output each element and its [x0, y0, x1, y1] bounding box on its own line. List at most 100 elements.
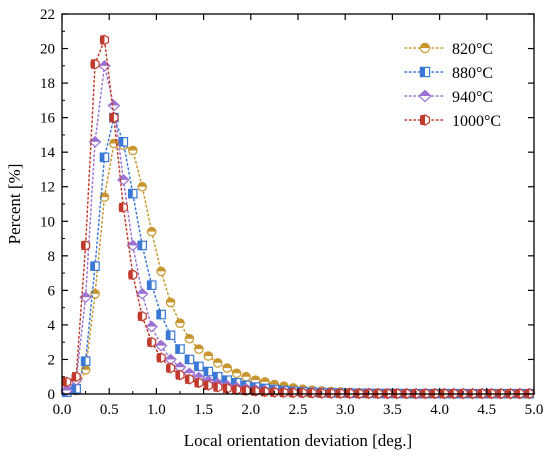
x-tick-label: 4.0 — [430, 402, 449, 418]
data-point — [288, 387, 298, 399]
x-tick-label: 5.0 — [525, 402, 544, 418]
data-point — [137, 240, 148, 251]
data-point — [156, 352, 166, 364]
legend-marker — [420, 114, 430, 126]
data-point — [107, 99, 121, 112]
x-tick-label: 0.5 — [100, 402, 119, 418]
series-2 — [60, 59, 536, 400]
data-point — [184, 333, 195, 344]
data-point — [156, 309, 166, 320]
legend-item: 1000°C — [404, 113, 501, 130]
data-point — [260, 386, 270, 398]
data-point — [137, 310, 147, 322]
data-point — [326, 387, 336, 399]
data-point — [279, 387, 289, 398]
y-tick-label: 10 — [40, 214, 55, 230]
legend-marker — [419, 42, 431, 54]
x-tick-label: 3.0 — [336, 402, 355, 418]
x-tick-label: 2.5 — [289, 402, 308, 418]
y-tick-label: 18 — [40, 76, 55, 92]
x-axis-title: Local orientation deviation [deg.] — [184, 431, 412, 450]
data-point — [128, 145, 138, 156]
data-point — [109, 112, 119, 123]
data-point — [154, 339, 168, 352]
y-tick-label: 16 — [40, 111, 56, 127]
legend: 820°C 880°C 940°C 1000°C — [404, 41, 501, 130]
y-tick-label: 2 — [48, 352, 56, 368]
data-point — [147, 336, 157, 348]
data-point — [109, 138, 119, 149]
data-point — [117, 173, 130, 186]
y-tick-label: 8 — [48, 249, 56, 265]
series-line — [65, 115, 531, 395]
data-point — [145, 320, 159, 333]
data-point — [231, 368, 242, 379]
data-point — [80, 356, 91, 366]
legend-item: 880°C — [404, 65, 493, 82]
legend-label: 880°C — [452, 65, 493, 82]
x-tick-label: 1.5 — [194, 402, 213, 418]
data-point — [165, 297, 176, 308]
data-point — [212, 358, 223, 368]
data-point — [62, 376, 72, 388]
data-point — [194, 377, 204, 389]
data-point — [203, 366, 214, 377]
data-point — [203, 380, 213, 391]
data-point — [213, 381, 223, 393]
data-point — [99, 152, 110, 163]
data-point — [71, 371, 81, 383]
data-point — [80, 240, 91, 251]
x-tick-label: 4.5 — [477, 402, 496, 418]
series-line — [65, 142, 531, 395]
data-point — [241, 371, 251, 382]
y-tick-label: 20 — [40, 42, 55, 58]
legend-label: 1000°C — [452, 113, 501, 130]
data-point — [128, 188, 138, 199]
series-0 — [61, 138, 535, 399]
legend-marker — [419, 66, 431, 78]
data-point — [80, 365, 91, 375]
series-1 — [61, 112, 535, 399]
y-axis-title: Percent [%] — [5, 164, 24, 245]
legend-label: 940°C — [452, 89, 493, 106]
legend-item: 820°C — [404, 41, 493, 58]
data-point — [137, 181, 148, 192]
data-point — [194, 361, 204, 372]
data-point — [90, 261, 100, 271]
data-point — [156, 266, 166, 277]
data-point — [184, 354, 195, 365]
data-point — [99, 34, 110, 46]
data-point — [126, 239, 140, 252]
x-tick-label: 1.0 — [147, 402, 166, 418]
data-point — [184, 374, 195, 385]
axes-layer: 0.0 0.5 1.0 1.5 2.0 2.5 3.0 3.5 4.0 4.5 5.0 0 2 4 6 8 10… — [40, 7, 543, 418]
data-point — [60, 384, 74, 397]
y-tick-label: 14 — [40, 145, 56, 161]
data-point — [175, 369, 185, 381]
legend-label: 820°C — [452, 41, 493, 58]
x-tick-label: 0.0 — [53, 402, 72, 418]
data-point — [118, 137, 129, 147]
x-tick-label: 3.5 — [383, 402, 402, 418]
data-point — [175, 344, 185, 354]
data-point — [135, 287, 149, 300]
data-point — [146, 226, 157, 237]
data-point — [203, 351, 214, 361]
legend-marker — [418, 89, 432, 103]
data-point — [118, 202, 128, 213]
y-tick-label: 4 — [48, 318, 56, 334]
y-tick-label: 6 — [48, 283, 56, 299]
data-point — [307, 387, 317, 399]
data-point — [222, 363, 232, 373]
y-tick-label: 12 — [40, 180, 55, 196]
data-point — [175, 318, 185, 328]
data-point — [232, 384, 242, 395]
data-point — [165, 330, 176, 341]
data-point — [194, 344, 204, 354]
legend-item: 940°C — [404, 89, 493, 106]
data-point — [250, 375, 261, 385]
data-point — [165, 362, 176, 374]
data-point — [241, 385, 251, 396]
y-tick-label: 22 — [40, 7, 55, 23]
